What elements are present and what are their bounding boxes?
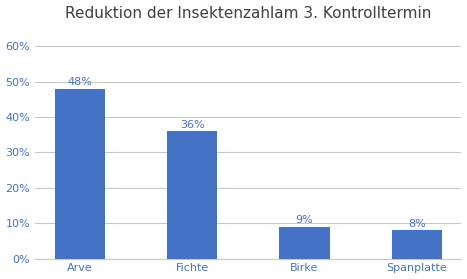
Text: 48%: 48% xyxy=(67,77,92,87)
Title: Reduktion der Insektenzahlam 3. Kontrolltermin: Reduktion der Insektenzahlam 3. Kontroll… xyxy=(65,6,432,21)
Text: 36%: 36% xyxy=(180,120,205,130)
Text: 8%: 8% xyxy=(408,219,425,229)
Bar xyxy=(391,230,442,259)
Bar xyxy=(279,227,330,259)
Text: 9%: 9% xyxy=(296,215,313,225)
Bar xyxy=(167,131,218,259)
Bar xyxy=(55,89,105,259)
